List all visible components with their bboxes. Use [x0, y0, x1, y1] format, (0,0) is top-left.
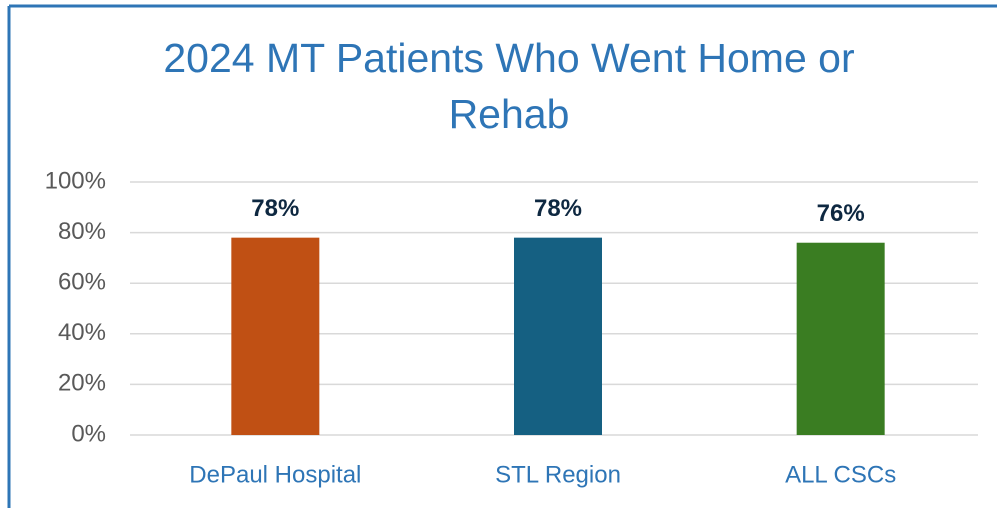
- y-tick-label: 80%: [58, 218, 106, 245]
- y-tick-label: 0%: [71, 420, 106, 447]
- x-tick-label: DePaul Hospital: [189, 461, 361, 488]
- bar: [796, 242, 885, 435]
- value-label: 76%: [817, 200, 865, 227]
- x-tick-label: ALL CSCs: [785, 461, 896, 488]
- value-label: 78%: [534, 195, 582, 222]
- bar: [514, 237, 602, 435]
- y-tick-label: 40%: [58, 319, 106, 346]
- y-tick-label: 100%: [45, 167, 106, 194]
- bar: [231, 237, 320, 435]
- chart-title: 2024 MT Patients Who Went Home or Rehab: [163, 35, 855, 137]
- y-tick-label: 20%: [58, 370, 106, 397]
- value-label: 78%: [251, 195, 299, 222]
- y-tick-label: 60%: [58, 269, 106, 296]
- x-tick-label: STL Region: [495, 461, 621, 488]
